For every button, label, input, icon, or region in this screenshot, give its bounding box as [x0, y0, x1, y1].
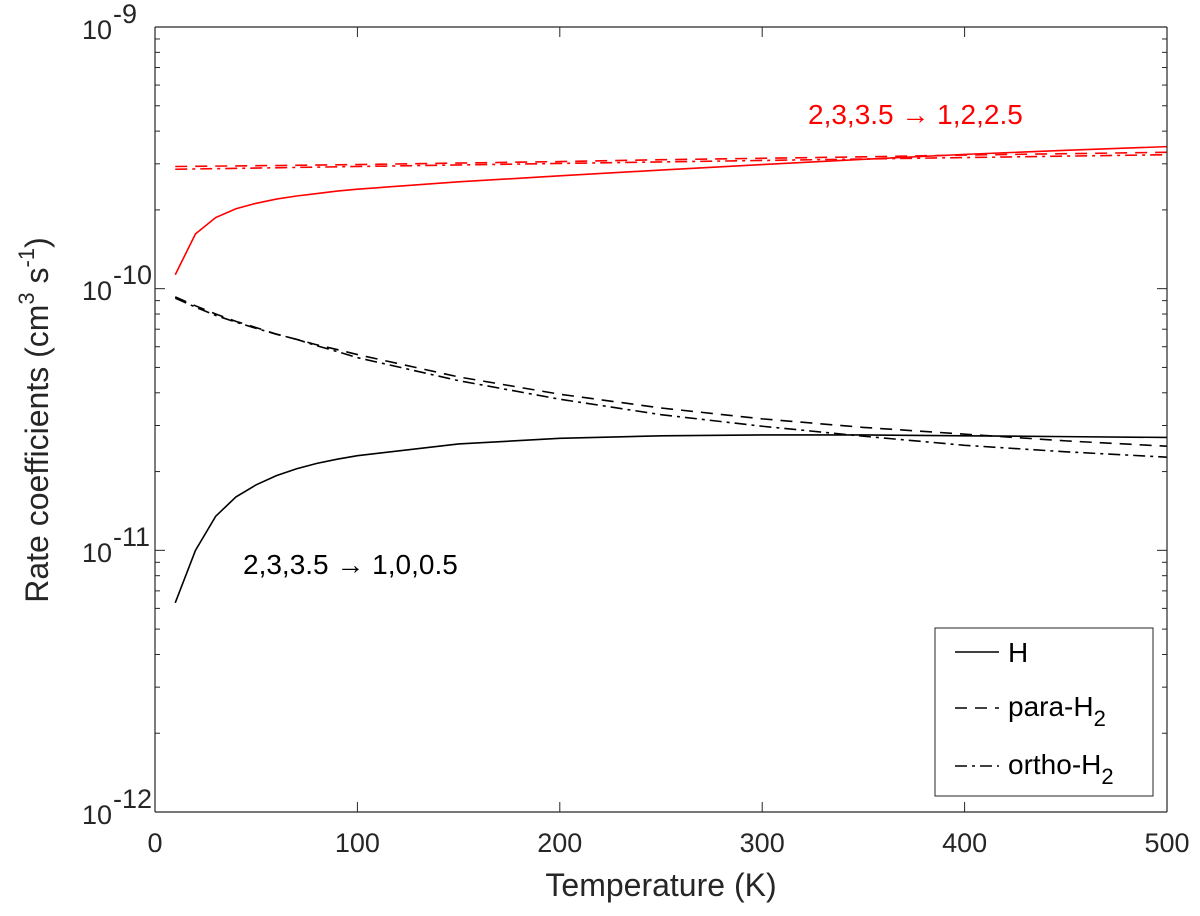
series-line-black-ortho-h2 — [174, 297, 1168, 458]
legend: H para-H2 ortho-H2 — [934, 627, 1154, 797]
y-tick-exponent: -10 — [113, 260, 152, 290]
series-line-black-para-h2 — [174, 296, 1168, 448]
x-tick-label: 500 — [1144, 828, 1189, 858]
y-tick-label: 10 — [82, 538, 112, 568]
annotation-red-transition: 2,3,3.5 → 1,2,2.5 — [808, 99, 1023, 130]
annotation-black-transition: 2,3,3.5 → 1,0,0.5 — [243, 549, 458, 580]
tick-layer — [154, 26, 1168, 813]
y-tick-exponent: -12 — [113, 784, 152, 814]
y-tick-label: 10 — [82, 800, 112, 830]
x-tick-label: 0 — [147, 828, 162, 858]
x-axis-label: Temperature (K) — [545, 867, 776, 903]
x-tick-label: 100 — [335, 828, 380, 858]
x-tick-label: 400 — [942, 828, 987, 858]
x-tick-label: 200 — [537, 828, 582, 858]
legend-label-para-h2: para-H2 — [1008, 691, 1106, 731]
series-line-red-ortho-h2 — [175, 153, 1168, 171]
y-tick-label: 10 — [82, 15, 112, 45]
y-tick-exponent: -9 — [113, 0, 137, 29]
x-tick-label: 300 — [740, 828, 785, 858]
y-axis-label: Rate coefficients (cm3 s-1) — [14, 237, 55, 603]
series-line-red-para-h2 — [175, 151, 1168, 168]
legend-label-h: H — [1008, 637, 1028, 668]
legend-box — [934, 627, 1154, 797]
axes-box — [154, 26, 1168, 813]
y-tick-label: 10 — [82, 276, 112, 306]
y-tick-exponent: -11 — [113, 522, 150, 552]
legend-label-ortho-h2: ortho-H2 — [1008, 749, 1114, 789]
series-layer — [174, 145, 1168, 604]
series-line-black-h — [174, 434, 1168, 604]
